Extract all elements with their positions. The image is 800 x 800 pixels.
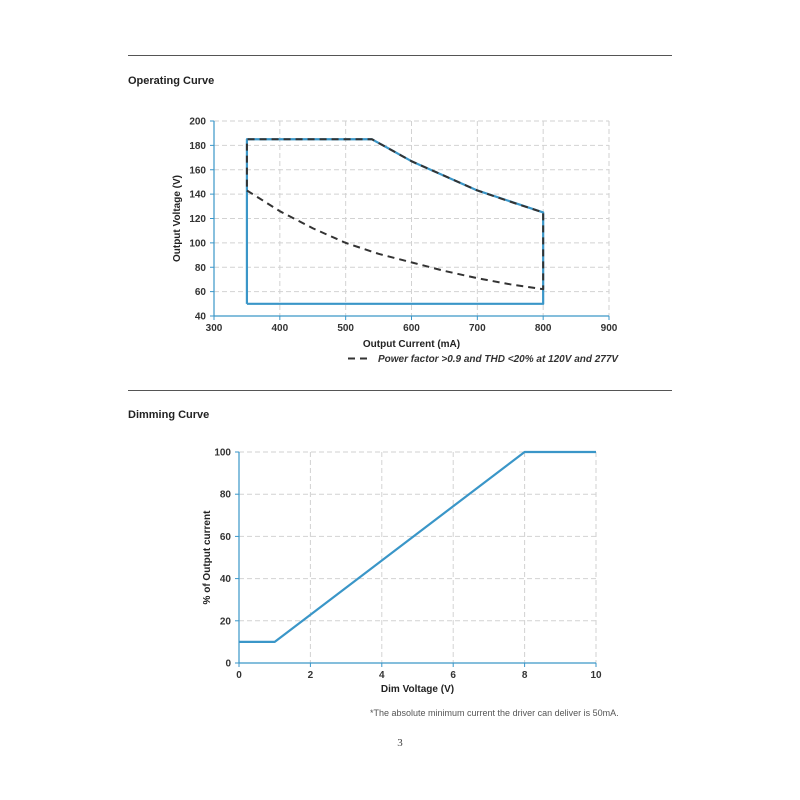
x-tick-label: 600 <box>403 323 420 334</box>
x-tick-label: 800 <box>535 323 552 334</box>
y-tick-label: 160 <box>189 165 206 176</box>
x-tick-label: 300 <box>206 323 223 334</box>
y-tick-label: 0 <box>225 659 231 670</box>
legend-label: Power factor >0.9 and THD <20% at 120V a… <box>378 354 619 365</box>
x-tick-label: 2 <box>308 670 314 681</box>
x-tick-label: 4 <box>379 670 385 681</box>
dimming-curve-title: Dimming Curve <box>128 409 210 421</box>
operating-curve-title: Operating Curve <box>128 75 215 87</box>
x-axis-label: Dim Voltage (V) <box>381 684 454 695</box>
x-tick-label: 8 <box>522 670 528 681</box>
footnote: *The absolute minimum current the driver… <box>370 708 619 718</box>
dimming-line <box>239 450 596 644</box>
y-tick-label: 140 <box>189 190 206 201</box>
x-tick-label: 900 <box>601 323 618 334</box>
pf-thd-dashed-line <box>245 138 545 291</box>
y-tick-label: 100 <box>214 448 231 459</box>
y-tick-label: 80 <box>195 263 207 274</box>
y-tick-label: 180 <box>189 141 206 152</box>
middle-divider <box>128 390 672 391</box>
y-tick-label: 120 <box>189 214 206 225</box>
x-axis-label: Output Current (mA) <box>363 339 460 350</box>
y-tick-label: 100 <box>189 238 206 249</box>
page-number: 3 <box>397 737 403 749</box>
y-tick-label: 40 <box>195 312 207 323</box>
y-tick-label: 200 <box>189 117 206 128</box>
x-tick-label: 6 <box>450 670 456 681</box>
y-tick-label: 80 <box>220 490 232 501</box>
y-axis-label: % of Output current <box>202 510 213 605</box>
x-tick-label: 400 <box>271 323 288 334</box>
x-tick-label: 700 <box>469 323 486 334</box>
y-tick-label: 60 <box>220 532 232 543</box>
y-tick-label: 60 <box>195 287 207 298</box>
x-tick-label: 0 <box>236 670 242 681</box>
y-tick-label: 20 <box>220 616 232 627</box>
x-tick-label: 500 <box>337 323 354 334</box>
y-tick-label: 40 <box>220 574 232 585</box>
top-divider <box>128 55 672 56</box>
x-tick-label: 10 <box>590 670 602 681</box>
y-axis-label: Output Voltage (V) <box>172 175 183 262</box>
